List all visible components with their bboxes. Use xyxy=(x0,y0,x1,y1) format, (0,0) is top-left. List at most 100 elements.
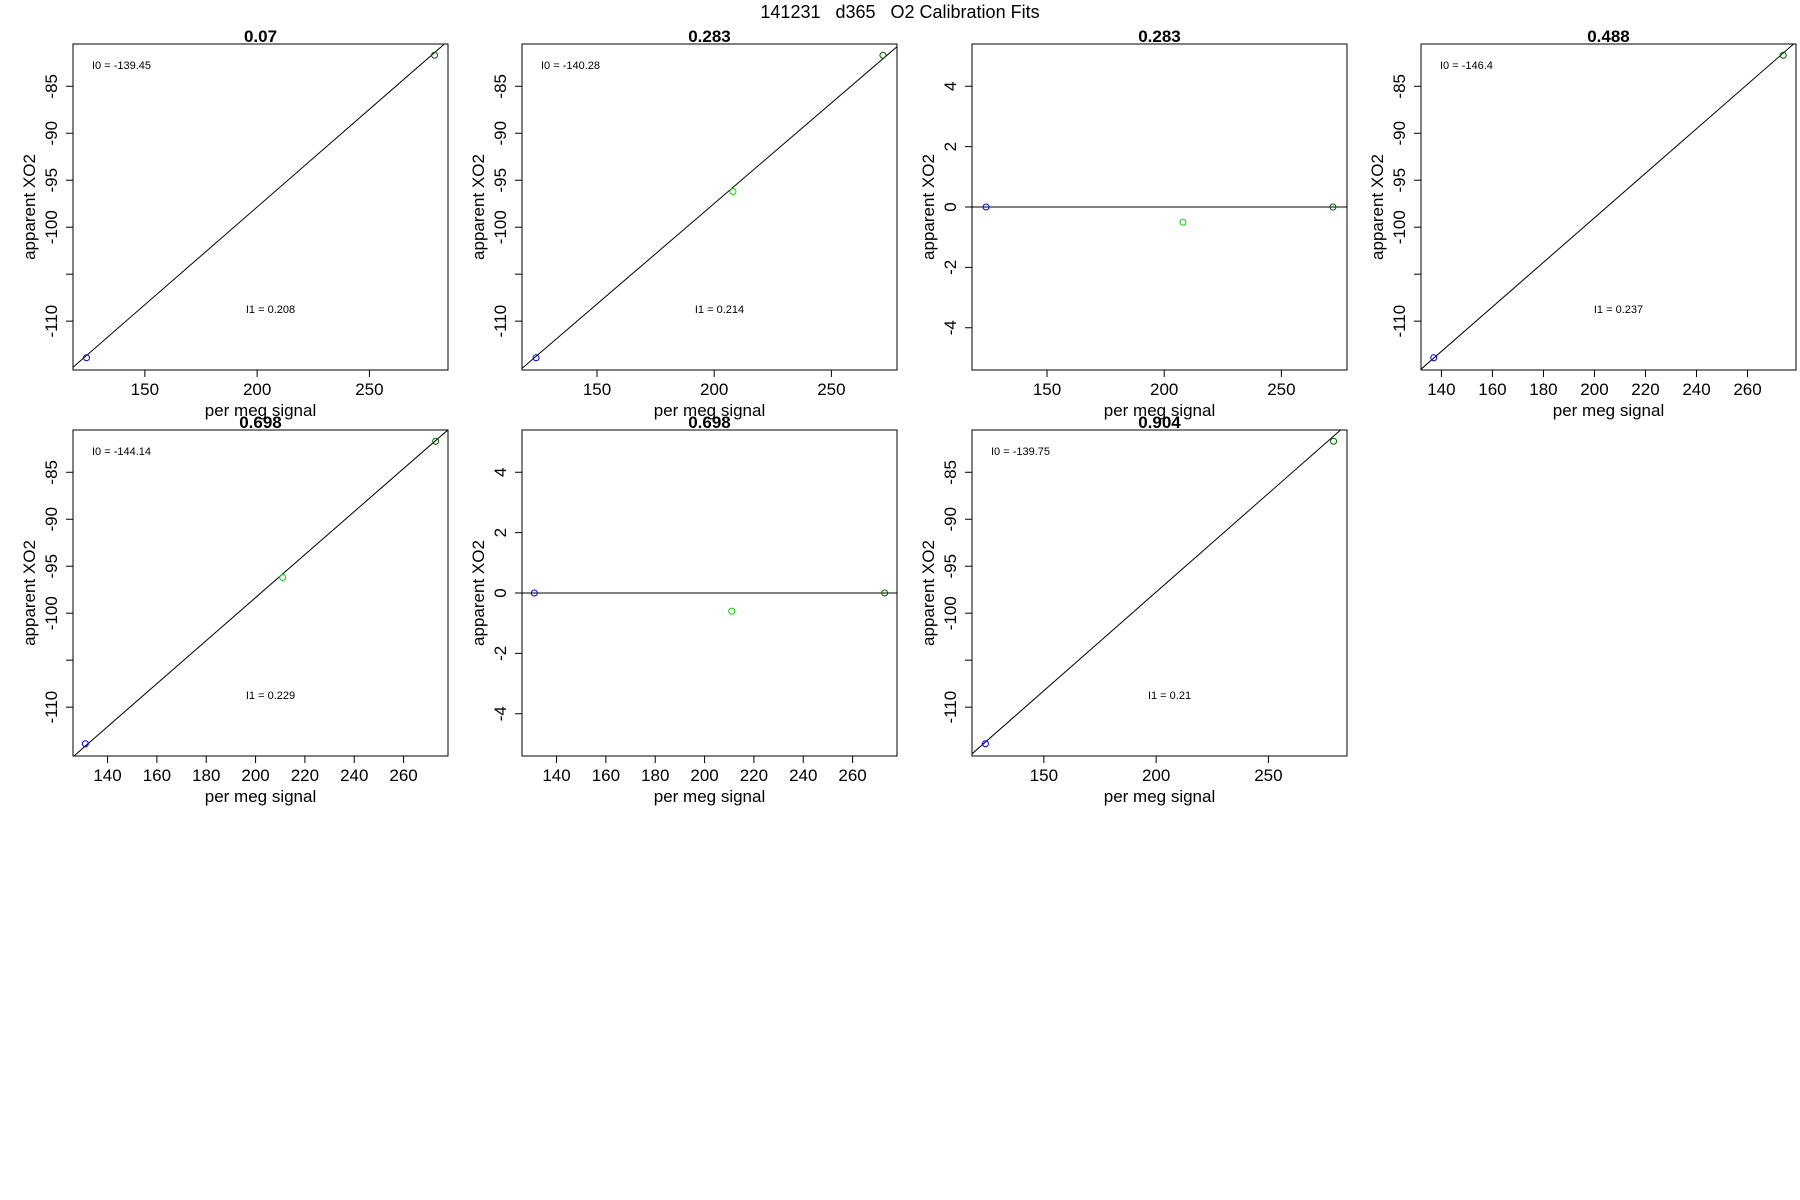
slope-annotation: I1 = 0.237 xyxy=(1594,304,1643,316)
x-axis-label: per meg signal xyxy=(1104,401,1216,420)
y-axis-label: apparent XO2 xyxy=(1368,154,1387,260)
x-tick-label: 160 xyxy=(592,766,620,785)
data-point-high xyxy=(432,437,440,445)
y-tick-label: -95 xyxy=(1390,168,1409,193)
y-tick-label: -95 xyxy=(42,554,61,579)
y-tick-label: -95 xyxy=(941,554,960,579)
data-point-high xyxy=(431,51,439,59)
panel-title: 0.07 xyxy=(244,27,277,46)
y-tick-label: -100 xyxy=(1390,210,1409,244)
x-tick-label: 200 xyxy=(690,766,718,785)
x-tick-label: 180 xyxy=(192,766,220,785)
y-tick-label: -100 xyxy=(941,596,960,630)
calibration-panel: 0.488 140 160 180 200 220 240 260 -110 -100 -95 -90… xyxy=(1368,27,1797,420)
data-point-mid xyxy=(1179,218,1187,226)
calibration-panel: 0.698 140 160 180 200 220 240 260 -110 -100 -95 -90… xyxy=(20,413,449,806)
y-tick-label: -90 xyxy=(491,121,510,146)
x-tick-label: 200 xyxy=(1150,380,1178,399)
x-tick-label: 180 xyxy=(641,766,669,785)
y-tick-label: 0 xyxy=(941,202,960,211)
data-point-high xyxy=(1779,51,1787,59)
data-point-low xyxy=(532,354,540,362)
y-tick-label: -90 xyxy=(42,507,61,532)
data-point-low xyxy=(1430,354,1438,362)
x-tick-label: 240 xyxy=(1682,380,1710,399)
x-tick-label: 150 xyxy=(1030,766,1058,785)
x-tick-label: 260 xyxy=(838,766,866,785)
intercept-annotation: I0 = -139.45 xyxy=(92,60,151,72)
x-tick-label: 200 xyxy=(243,380,271,399)
y-tick-label: -2 xyxy=(941,260,960,275)
y-tick-label: -2 xyxy=(491,646,510,661)
x-tick-label: 250 xyxy=(1267,380,1295,399)
y-tick-label: -90 xyxy=(42,121,61,146)
y-axis-label: apparent XO2 xyxy=(919,540,938,646)
x-tick-label: 260 xyxy=(1733,380,1761,399)
x-tick-label: 150 xyxy=(1033,380,1061,399)
y-tick-label: -90 xyxy=(1390,121,1409,146)
panel-title: 0.904 xyxy=(1138,413,1181,432)
y-tick-label: -100 xyxy=(42,210,61,244)
x-tick-label: 140 xyxy=(1427,380,1455,399)
x-tick-label: 240 xyxy=(789,766,817,785)
slope-annotation: I1 = 0.229 xyxy=(246,690,295,702)
x-axis-label: per meg signal xyxy=(1553,401,1665,420)
x-tick-label: 140 xyxy=(93,766,121,785)
slope-annotation: I1 = 0.21 xyxy=(1148,690,1191,702)
y-axis-label: apparent XO2 xyxy=(469,540,488,646)
data-point-low xyxy=(982,203,990,211)
x-tick-label: 240 xyxy=(340,766,368,785)
y-tick-label: -85 xyxy=(42,74,61,99)
y-tick-label: -85 xyxy=(491,74,510,99)
x-tick-label: 140 xyxy=(542,766,570,785)
panel-title: 0.698 xyxy=(239,413,282,432)
data-point-high xyxy=(1329,203,1337,211)
x-tick-label: 200 xyxy=(241,766,269,785)
plot-frame xyxy=(971,429,1348,757)
y-tick-label: -110 xyxy=(42,305,61,338)
panel-title: 0.283 xyxy=(1138,27,1181,46)
y-tick-label: -85 xyxy=(1390,74,1409,99)
panel-title: 0.488 xyxy=(1587,27,1630,46)
y-tick-label: -110 xyxy=(491,305,510,338)
x-tick-label: 220 xyxy=(740,766,768,785)
y-tick-label: -110 xyxy=(941,691,960,724)
x-tick-label: 160 xyxy=(143,766,171,785)
y-tick-label: 2 xyxy=(941,142,960,151)
calibration-panel: 0.07 150 200 250 -110 -100 -95 -90 -85 per meg si… xyxy=(20,27,449,420)
data-point-low xyxy=(82,354,90,362)
y-tick-label: -85 xyxy=(42,460,61,485)
x-tick-label: 200 xyxy=(700,380,728,399)
y-tick-label: -95 xyxy=(491,168,510,193)
x-tick-label: 250 xyxy=(817,380,845,399)
x-axis-label: per meg signal xyxy=(205,787,317,806)
data-point-mid xyxy=(279,573,287,581)
fit-line xyxy=(73,44,446,368)
y-tick-label: -85 xyxy=(941,460,960,485)
x-axis-label: per meg signal xyxy=(654,787,766,806)
x-axis-label: per meg signal xyxy=(205,401,317,420)
y-tick-label: -110 xyxy=(1390,305,1409,338)
data-point-low xyxy=(981,740,989,748)
panel-title: 0.283 xyxy=(688,27,731,46)
y-axis-label: apparent XO2 xyxy=(919,154,938,260)
y-tick-label: -100 xyxy=(491,210,510,244)
y-tick-label: -95 xyxy=(42,168,61,193)
slope-annotation: I1 = 0.214 xyxy=(695,304,744,316)
y-tick-label: 4 xyxy=(491,468,510,477)
x-tick-label: 220 xyxy=(291,766,319,785)
calibration-panel: 0.283 150 200 250 -4 -2 0 2 4 per meg signal appar… xyxy=(919,27,1348,420)
y-tick-label: -4 xyxy=(491,706,510,721)
data-point-high xyxy=(1330,437,1338,445)
x-tick-label: 250 xyxy=(355,380,383,399)
fit-line xyxy=(972,430,1342,755)
y-tick-label: -100 xyxy=(42,596,61,630)
intercept-annotation: I0 = -144.14 xyxy=(92,446,151,458)
data-point-low xyxy=(81,740,89,748)
x-axis-label: per meg signal xyxy=(654,401,766,420)
y-axis-label: apparent XO2 xyxy=(469,154,488,260)
fit-line xyxy=(522,46,897,369)
y-tick-label: -110 xyxy=(42,691,61,724)
panel-title: 0.698 xyxy=(688,413,731,432)
